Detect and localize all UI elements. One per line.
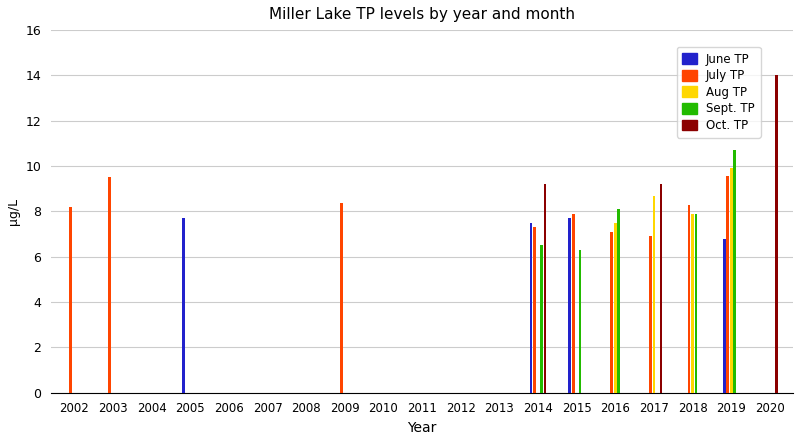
Bar xyxy=(688,205,690,393)
Bar xyxy=(572,213,574,393)
Bar xyxy=(649,236,652,393)
Bar xyxy=(568,218,571,393)
Bar xyxy=(610,232,613,393)
Bar xyxy=(691,213,694,393)
Bar xyxy=(533,227,536,393)
Bar xyxy=(544,184,546,393)
Bar xyxy=(659,184,662,393)
Bar xyxy=(618,209,620,393)
Title: Miller Lake TP levels by year and month: Miller Lake TP levels by year and month xyxy=(269,7,575,22)
Bar xyxy=(734,150,736,393)
Bar xyxy=(726,176,729,393)
Bar xyxy=(723,239,726,393)
Bar xyxy=(694,213,698,393)
Bar xyxy=(182,218,185,393)
Bar xyxy=(775,76,778,393)
X-axis label: Year: Year xyxy=(407,421,437,435)
Bar xyxy=(578,250,582,393)
Bar xyxy=(340,203,342,393)
Bar xyxy=(108,177,111,393)
Legend: June TP, July TP, Aug TP, Sept. TP, Oct. TP: June TP, July TP, Aug TP, Sept. TP, Oct.… xyxy=(677,47,761,138)
Bar xyxy=(530,223,533,393)
Bar xyxy=(540,245,543,393)
Bar xyxy=(614,223,617,393)
Y-axis label: µg/L: µg/L xyxy=(7,198,20,225)
Bar xyxy=(70,207,72,393)
Bar xyxy=(653,195,655,393)
Bar xyxy=(730,168,733,393)
